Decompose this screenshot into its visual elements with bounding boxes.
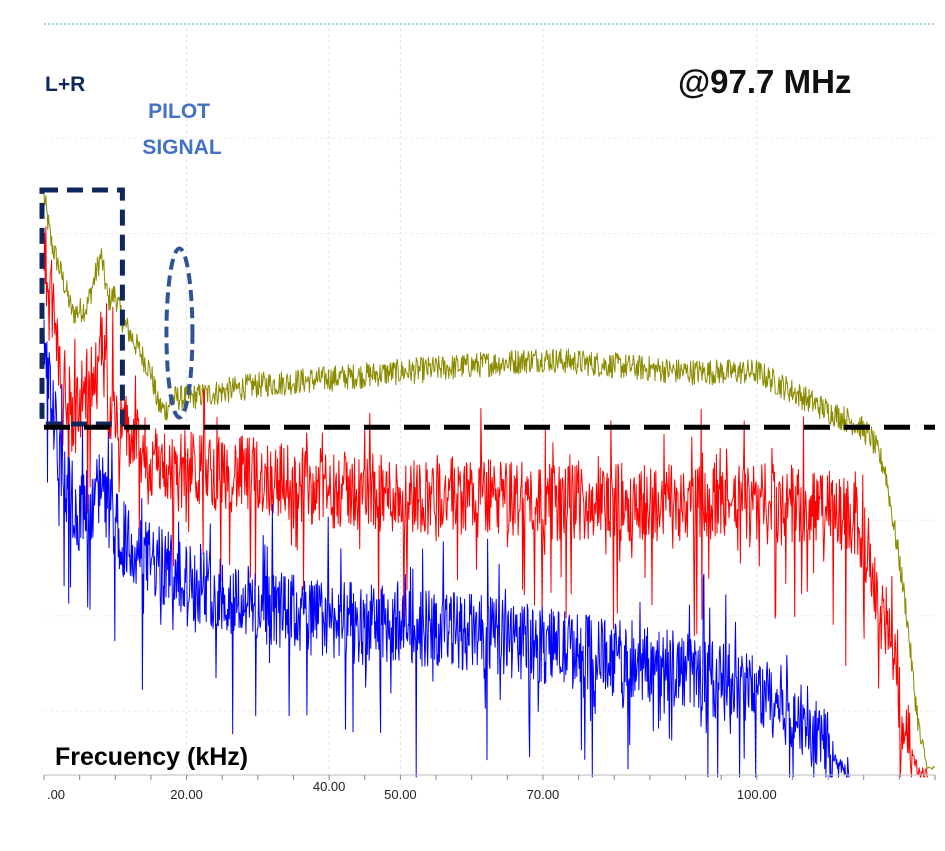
series-1-line [43, 226, 928, 778]
x-tick-label: 70.00 [527, 787, 560, 802]
x-tick-label: 50.00 [384, 787, 417, 802]
pilot-label-line-2: SIGNAL [142, 136, 222, 159]
series-2-line [43, 319, 850, 778]
lr-box-annotation [39, 187, 125, 427]
pilot-label-line-1: PILOT [148, 100, 210, 123]
x-axis: .00 20.00 40.00 50.00 70.00 100.00 [43, 774, 936, 802]
x-tick-label: .00 [47, 787, 65, 802]
x-tick-label: 100.00 [737, 787, 777, 802]
pilot-ellipse-annotation [164, 246, 195, 420]
chart-title: @97.7 MHz [678, 63, 851, 100]
annotation-group [39, 187, 935, 430]
pilot-signal-label: PILOT SIGNAL [142, 100, 222, 159]
series-group [43, 192, 935, 778]
x-tick-label: 20.00 [170, 787, 203, 802]
x-tick-label: 40.00 [313, 779, 346, 794]
series-0-line [43, 192, 935, 770]
lr-label: L+R [45, 73, 85, 96]
x-axis-label: Frecuency (kHz) [55, 743, 248, 771]
